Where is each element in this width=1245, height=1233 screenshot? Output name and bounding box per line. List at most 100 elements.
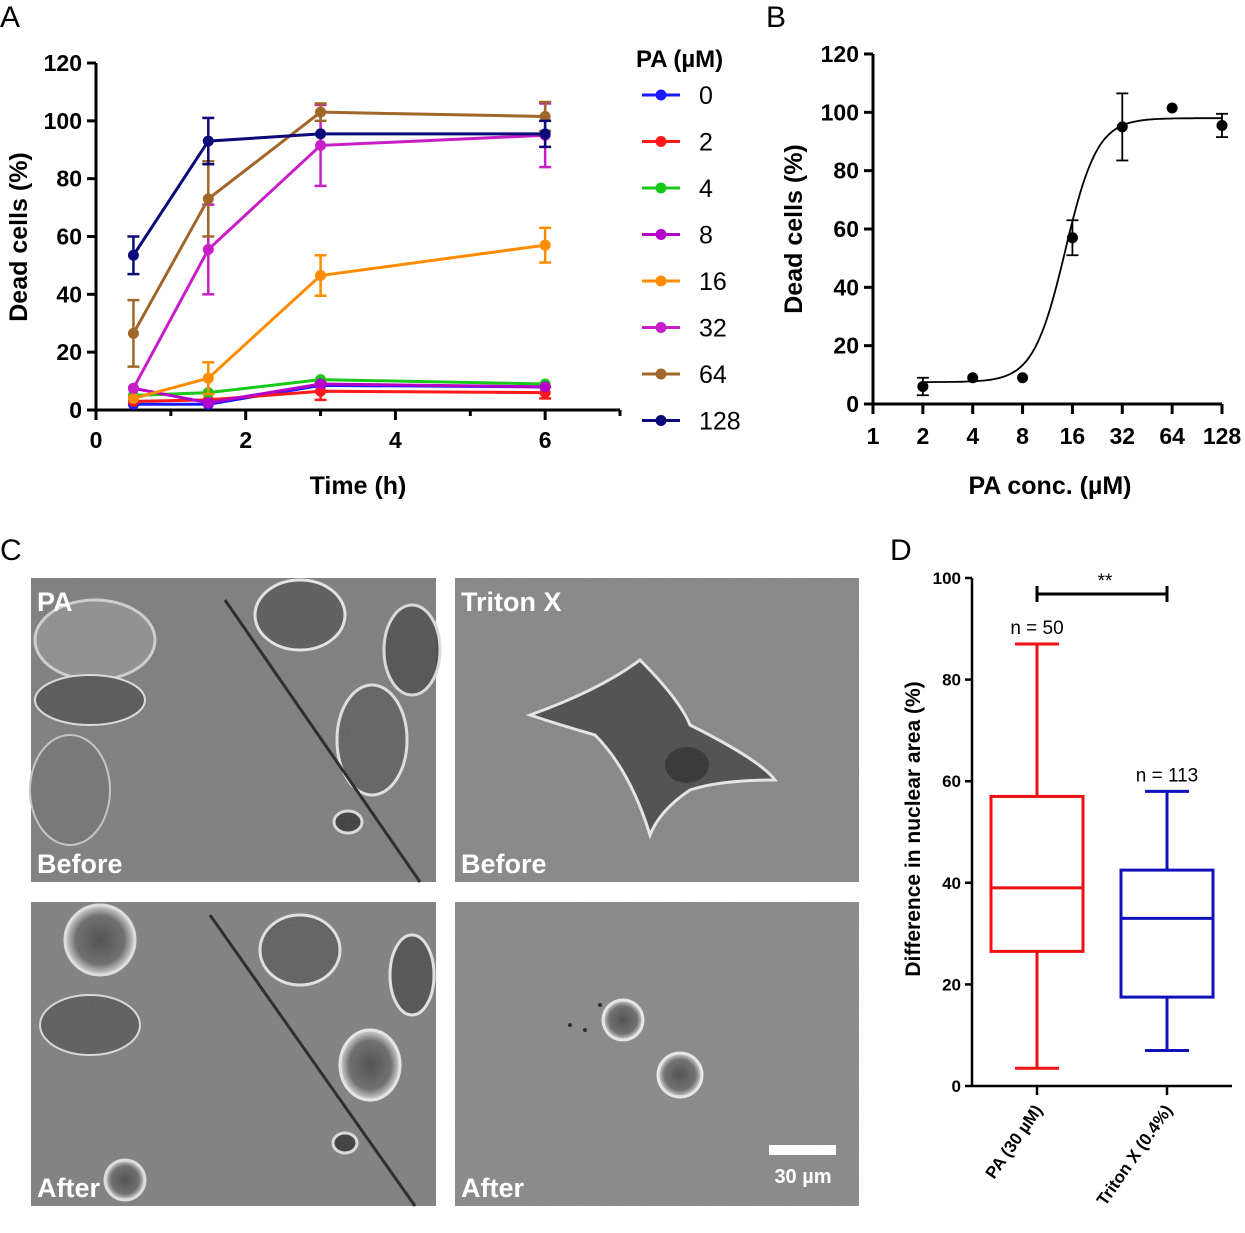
chart-a-x-tick-label: 2 (239, 427, 252, 453)
chart-d-y-tick-label: 80 (942, 671, 961, 690)
data-point-128 (315, 128, 327, 140)
micrograph-triton-after: 30 µm After (455, 902, 859, 1206)
n-label: n = 50 (1010, 618, 1063, 639)
legend-swatch-marker (655, 89, 667, 101)
chart-a-y-tick-label: 120 (44, 50, 82, 76)
micrograph-pa-after: After (31, 902, 436, 1207)
chart-a-y-axis-title: Dead cells (%) (5, 152, 33, 322)
legend-swatch-marker (655, 322, 667, 333)
data-point-64 (127, 327, 139, 339)
chart-b-dose-response: 0 20 40 60 80 100 120 1 2 4 8 16 32 64 128 PA conc. (… (780, 41, 1241, 500)
data-point (1216, 119, 1228, 131)
label-triton-before: Before (461, 849, 547, 879)
legend-label: 128 (699, 408, 741, 436)
series-line-16 (133, 243, 546, 400)
legend-label: 8 (699, 222, 713, 250)
chart-d-boxplot: 0 20 40 60 80 100 n = 50 n = 113 PA (30 µM) Tri… (902, 569, 1232, 1209)
data-point-8 (539, 381, 551, 393)
chart-b-y-tick-label: 100 (821, 99, 859, 125)
data-point-8 (202, 397, 214, 409)
chart-a-time-course: 0 20 40 60 80 100 120 0 2 4 6 Time (h) Dead cells… (5, 46, 741, 500)
label-pa-after: After (37, 1173, 100, 1203)
chart-a-y-tick-label: 60 (56, 224, 82, 250)
label-pa: PA (37, 587, 73, 617)
data-point-16 (127, 392, 139, 404)
legend-item-8: 8 (642, 222, 713, 250)
chart-d-y-tick-label: 60 (942, 772, 961, 791)
chart-b-x-tick-label: 32 (1109, 423, 1135, 449)
legend-label: 64 (699, 361, 727, 389)
legend-label: 32 (699, 315, 727, 343)
legend-label: 4 (699, 175, 713, 203)
chart-a-x-tick-label: 0 (90, 427, 103, 453)
data-point-64 (202, 193, 214, 205)
data-point-128 (127, 249, 139, 261)
legend-item-32: 32 (642, 315, 727, 343)
data-point (917, 381, 929, 392)
legend-swatch-marker (655, 229, 667, 240)
chart-a-y-tick-label: 80 (56, 166, 82, 192)
micrograph-panel: PA Before Triton X Before After (29, 578, 859, 1207)
data-point-128 (202, 135, 214, 147)
chart-b-x-axis-title: PA conc. (µM) (968, 472, 1131, 500)
chart-d-x-tick-label: PA (30 µM) (982, 1101, 1047, 1182)
series-line-32 (132, 133, 546, 390)
chart-b-y-tick-label: 20 (833, 333, 859, 359)
series-line-2 (133, 389, 546, 403)
data-point (1066, 232, 1078, 244)
chart-a-y-tick-label: 100 (44, 108, 82, 134)
legend-label: 2 (699, 129, 713, 157)
series-line-8 (133, 382, 546, 405)
legend-swatch-marker (655, 136, 667, 147)
iqr-box (989, 794, 1085, 953)
data-point-64 (539, 110, 551, 122)
chart-a-y-tick-label: 40 (56, 281, 82, 307)
chart-b-x-tick-label: 1 (867, 423, 880, 449)
chart-a-x-tick-label: 4 (389, 427, 402, 453)
iqr-box (1119, 868, 1215, 999)
chart-b-x-tick-label: 64 (1159, 423, 1185, 449)
box-triton: n = 113 (1119, 765, 1215, 1052)
data-point (1116, 121, 1128, 133)
chart-a-y-tick-label: 20 (56, 339, 82, 365)
data-point-128 (539, 128, 551, 140)
chart-a-x-axis-title: Time (h) (310, 472, 407, 500)
data-point (967, 372, 979, 384)
series-128 (127, 116, 552, 276)
legend-item-128: 128 (642, 408, 741, 436)
chart-b-x-tick-label: 16 (1060, 423, 1086, 449)
legend-item-2: 2 (642, 129, 713, 157)
chart-a-x-tick-label: 6 (539, 427, 552, 453)
data-point-64 (315, 106, 327, 118)
chart-b-y-tick-label: 40 (833, 274, 859, 300)
chart-b-y-tick-label: 0 (846, 391, 859, 417)
series-64 (127, 100, 552, 368)
label-triton: Triton X (461, 587, 562, 617)
legend-swatch-marker (655, 275, 667, 287)
chart-b-y-tick-label: 120 (821, 41, 859, 67)
chart-a-legend-title: PA (µM) (636, 46, 723, 73)
scale-bar (769, 1145, 836, 1155)
panel-letter-b: B (766, 1, 786, 34)
chart-d-y-tick-label: 20 (942, 975, 961, 994)
legend-item-0: 0 (642, 82, 713, 110)
chart-b-x-tick-label: 8 (1016, 423, 1029, 449)
chart-b-y-axis-title: Dead cells (%) (780, 144, 808, 314)
label-pa-before: Before (37, 849, 123, 879)
data-point-16 (539, 239, 551, 251)
legend-item-4: 4 (642, 175, 713, 203)
chart-d-y-axis-title: Difference in nuclear area (%) (902, 681, 925, 976)
chart-d-x-tick-label: Triton X (0.4%) (1093, 1101, 1176, 1209)
n-label: n = 113 (1136, 765, 1199, 786)
micrograph-pa-before: PA Before (29, 578, 442, 883)
series-line-64 (132, 110, 546, 335)
significance-label: ** (1098, 571, 1113, 592)
data-point-16 (202, 372, 214, 384)
chart-b-y-tick-label: 80 (833, 158, 859, 184)
panel-letter-c: C (0, 534, 22, 567)
legend-label: 0 (699, 82, 713, 110)
panel-letter-d: D (890, 534, 912, 567)
legend-swatch-marker (655, 415, 667, 426)
data-point-8 (315, 378, 327, 390)
